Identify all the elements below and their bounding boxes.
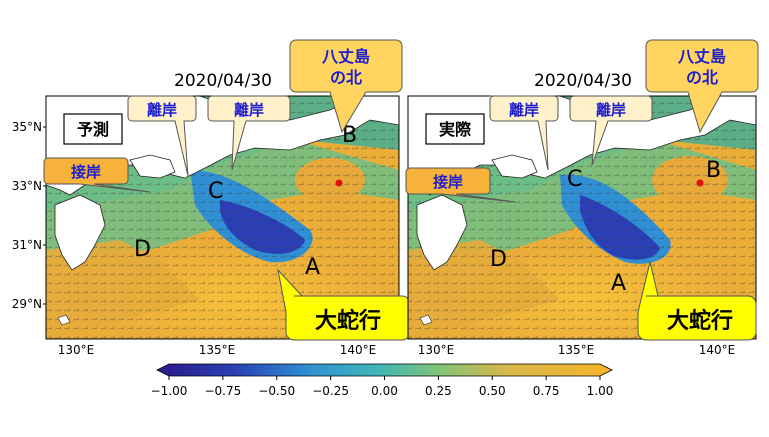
region-label-a: A: [611, 271, 626, 296]
callout-text: 八丈島: [677, 47, 726, 66]
lat-tick: 35°N: [12, 120, 42, 134]
hachijojima-marker: [335, 179, 343, 187]
callout-text: 離岸: [147, 101, 177, 119]
region-label-a: A: [305, 255, 320, 280]
callout-text: 大蛇行: [667, 308, 733, 334]
region-label-c: C: [567, 167, 582, 192]
panel-right: 130°E 135°E 140°E 2020/04/30 実際 A B C D …: [405, 39, 759, 357]
colorbar-tick-label: 0.75: [533, 384, 560, 398]
colorbar: −1.00 −0.75 −0.50 −0.25 0.00 0.25 0.50 0.75 1.00: [151, 363, 614, 398]
panel-left: 35°N 33°N 31°N 29°N 130°E 135°E 140°E 20…: [12, 39, 411, 357]
lon-tick: 135°E: [199, 343, 236, 357]
callout-meander: 大蛇行: [637, 261, 757, 341]
callout-north-of: 八丈島 の北: [645, 39, 759, 134]
callout-text: の北: [686, 68, 718, 87]
colorbar-tick-label: −0.25: [312, 384, 349, 398]
callout-text: 離岸: [234, 101, 264, 119]
region-label-c: C: [208, 179, 223, 204]
callout-text: 離岸: [509, 101, 539, 119]
mode-label: 実際: [439, 120, 472, 139]
callout-text: 接岸: [71, 163, 101, 181]
lon-tick: 140°E: [699, 343, 736, 357]
mode-label: 予測: [77, 120, 109, 139]
region-label-b: B: [342, 123, 357, 148]
callout-meander: 大蛇行: [277, 268, 411, 341]
colorbar-tick-label: −1.00: [151, 384, 188, 398]
callout-onshore: 接岸: [43, 157, 151, 193]
lat-tick: 31°N: [12, 238, 42, 252]
region-label-d: D: [134, 237, 151, 262]
colorbar-ticks: −1.00 −0.75 −0.50 −0.25 0.00 0.25 0.50 0.75 1.00: [151, 376, 614, 398]
callout-text: 接岸: [433, 173, 463, 191]
lat-axis-left: 35°N 33°N 31°N 29°N: [12, 120, 46, 311]
colorbar-tick-label: 0.50: [479, 384, 506, 398]
colorbar-tick-label: 0.25: [425, 384, 452, 398]
lat-tick: 29°N: [12, 297, 42, 311]
colorbar-tick-label: −0.75: [204, 384, 241, 398]
lat-tick: 33°N: [12, 179, 42, 193]
callout-text: 大蛇行: [315, 308, 381, 334]
panel-date: 2020/04/30: [174, 71, 272, 91]
callout-text: 離岸: [596, 101, 626, 119]
callout-offshore-2: 離岸: [569, 95, 653, 166]
colorbar-tick-label: 1.00: [587, 384, 614, 398]
colorbar-tick-label: 0.00: [371, 384, 398, 398]
lon-tick: 130°E: [418, 343, 455, 357]
region-label-d: D: [490, 247, 507, 272]
lon-tick: 140°E: [340, 343, 377, 357]
callout-text: 八丈島: [321, 47, 370, 66]
lon-tick: 130°E: [58, 343, 95, 357]
lon-tick: 135°E: [558, 343, 595, 357]
callout-text: の北: [330, 68, 362, 87]
region-label-b: B: [706, 158, 721, 183]
lon-axis-right: 130°E 135°E 140°E: [418, 343, 736, 357]
hachijojima-marker: [696, 179, 704, 187]
panel-date: 2020/04/30: [534, 71, 632, 91]
lon-axis-left: 130°E 135°E 140°E: [58, 343, 377, 357]
map-field-right: [408, 96, 756, 339]
callout-north-of: 八丈島 の北: [289, 39, 403, 134]
callout-offshore-2: 離岸: [207, 95, 291, 171]
colorbar-tick-label: −0.50: [258, 384, 295, 398]
callout-offshore-1: 離岸: [489, 95, 559, 171]
callout-onshore: 接岸: [405, 167, 516, 203]
callout-offshore-1: 離岸: [127, 95, 197, 177]
